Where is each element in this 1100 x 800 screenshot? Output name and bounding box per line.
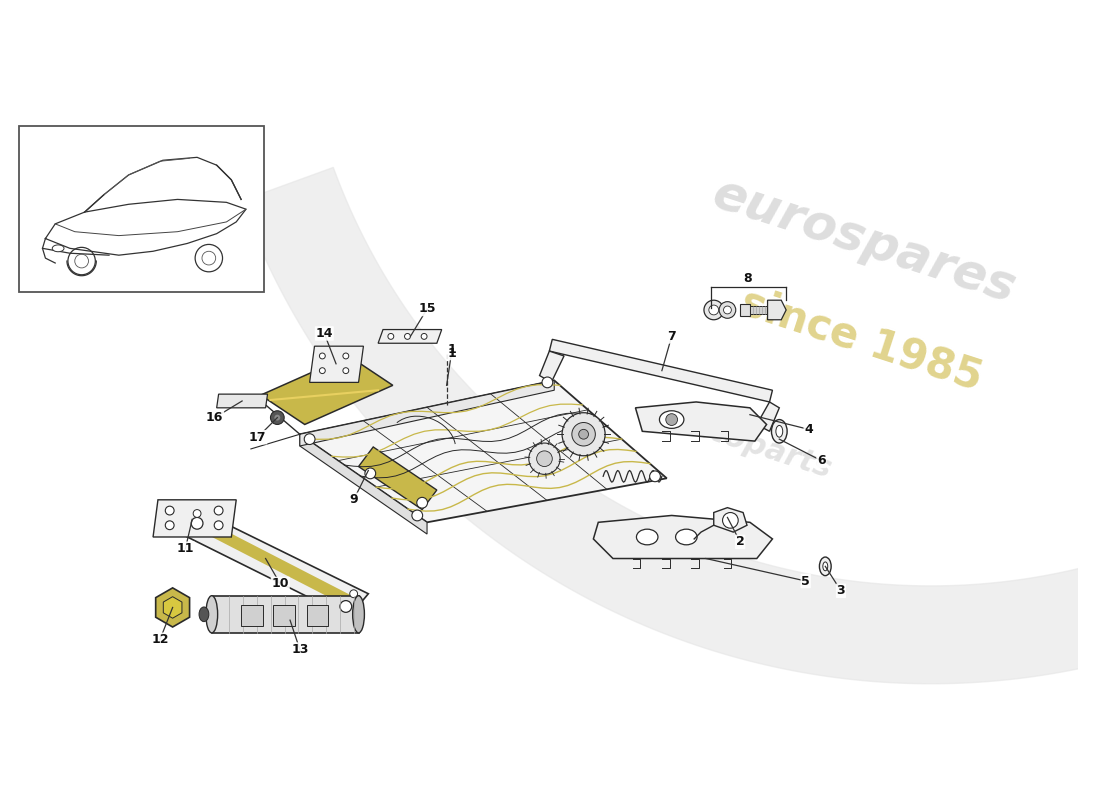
Polygon shape	[300, 381, 667, 522]
Text: autoparts: autoparts	[667, 405, 836, 484]
Circle shape	[704, 300, 724, 320]
Circle shape	[191, 518, 204, 529]
Circle shape	[388, 334, 394, 339]
Text: 4: 4	[804, 423, 813, 436]
Circle shape	[274, 414, 280, 421]
Ellipse shape	[53, 245, 64, 252]
Circle shape	[343, 353, 349, 359]
Polygon shape	[177, 510, 368, 618]
Ellipse shape	[637, 529, 658, 545]
Circle shape	[724, 306, 732, 314]
Polygon shape	[309, 346, 363, 382]
Polygon shape	[163, 597, 182, 618]
Polygon shape	[217, 394, 267, 408]
Text: 3: 3	[837, 584, 845, 598]
Text: 6: 6	[817, 454, 826, 467]
Ellipse shape	[199, 607, 209, 622]
FancyBboxPatch shape	[241, 605, 263, 626]
Ellipse shape	[353, 596, 364, 633]
Ellipse shape	[206, 596, 218, 633]
Polygon shape	[768, 300, 786, 320]
Text: 1: 1	[447, 346, 455, 359]
Circle shape	[165, 506, 174, 515]
Polygon shape	[261, 356, 393, 425]
Text: 14: 14	[316, 327, 333, 340]
Text: 1: 1	[447, 342, 455, 356]
Text: 17: 17	[249, 430, 266, 444]
Text: 9: 9	[350, 494, 358, 506]
Circle shape	[214, 521, 223, 530]
Polygon shape	[757, 402, 779, 431]
Ellipse shape	[820, 557, 832, 576]
Ellipse shape	[771, 419, 788, 443]
Polygon shape	[359, 447, 437, 510]
Circle shape	[343, 368, 349, 374]
Polygon shape	[156, 588, 189, 627]
Text: 7: 7	[668, 330, 676, 343]
Circle shape	[529, 443, 560, 474]
Ellipse shape	[776, 426, 783, 437]
Polygon shape	[378, 330, 442, 343]
Circle shape	[537, 451, 552, 466]
Polygon shape	[540, 351, 564, 382]
Circle shape	[542, 377, 553, 388]
Text: 11: 11	[177, 542, 194, 555]
Polygon shape	[714, 508, 747, 532]
Text: 15: 15	[418, 302, 436, 315]
Text: 8: 8	[744, 272, 752, 285]
Circle shape	[650, 471, 660, 482]
FancyBboxPatch shape	[307, 605, 328, 626]
Circle shape	[340, 601, 352, 612]
Text: since 1985: since 1985	[735, 282, 988, 399]
Circle shape	[411, 510, 422, 521]
Polygon shape	[740, 304, 750, 316]
Ellipse shape	[823, 562, 827, 570]
Circle shape	[305, 434, 315, 445]
Polygon shape	[187, 514, 355, 607]
FancyBboxPatch shape	[750, 306, 768, 314]
Text: 10: 10	[272, 578, 289, 590]
Text: 12: 12	[151, 634, 168, 646]
Polygon shape	[636, 402, 767, 441]
Circle shape	[723, 513, 738, 528]
Circle shape	[350, 590, 358, 598]
Circle shape	[572, 422, 595, 446]
Circle shape	[319, 368, 326, 374]
Polygon shape	[593, 515, 772, 558]
Text: 16: 16	[206, 411, 223, 424]
Circle shape	[579, 430, 588, 439]
Circle shape	[405, 334, 410, 339]
FancyBboxPatch shape	[274, 605, 295, 626]
Ellipse shape	[659, 410, 684, 428]
Circle shape	[719, 302, 736, 318]
Circle shape	[319, 353, 326, 359]
Circle shape	[194, 510, 201, 518]
Circle shape	[214, 506, 223, 515]
Ellipse shape	[675, 529, 697, 545]
Text: 5: 5	[801, 574, 810, 587]
Polygon shape	[549, 339, 772, 402]
Text: 13: 13	[292, 643, 308, 656]
Polygon shape	[300, 434, 427, 534]
Circle shape	[562, 413, 605, 456]
Circle shape	[417, 498, 428, 508]
Polygon shape	[153, 500, 236, 537]
Text: 2: 2	[736, 535, 745, 548]
FancyBboxPatch shape	[19, 126, 264, 292]
Text: eurospares: eurospares	[706, 169, 1021, 312]
Circle shape	[271, 410, 284, 425]
Circle shape	[365, 468, 376, 478]
Circle shape	[421, 334, 427, 339]
Polygon shape	[241, 167, 1100, 684]
Circle shape	[165, 521, 174, 530]
Circle shape	[666, 414, 678, 426]
Polygon shape	[300, 381, 554, 446]
Circle shape	[708, 305, 718, 315]
Polygon shape	[212, 596, 359, 633]
